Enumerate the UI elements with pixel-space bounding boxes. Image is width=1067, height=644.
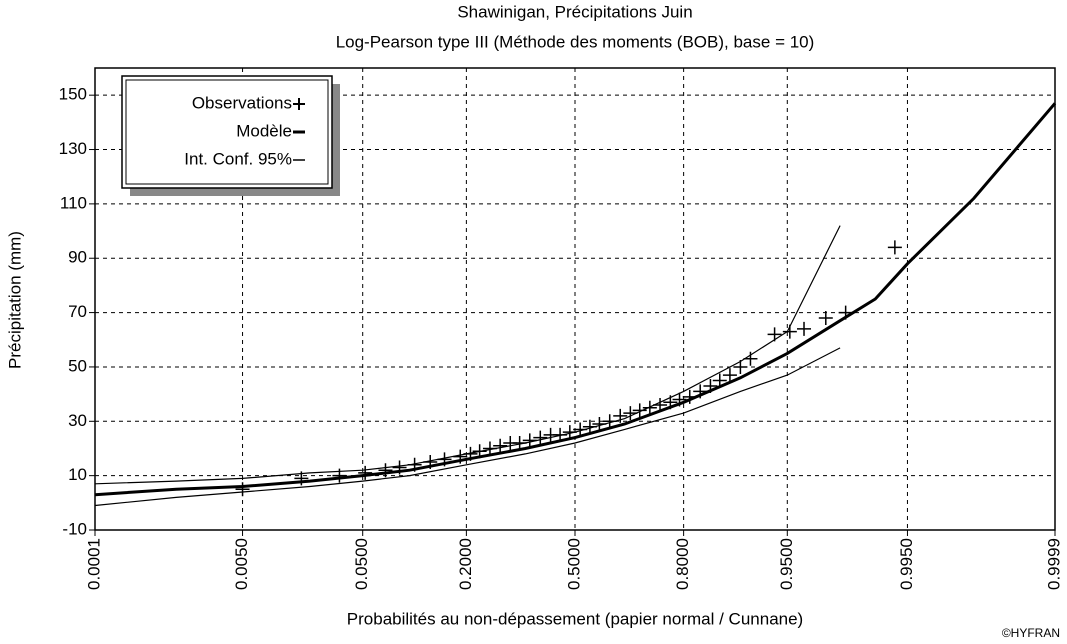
chart-title: Shawinigan, Précipitations Juin [457,2,692,21]
y-tick-label: 150 [59,85,87,104]
ci-lower [94,347,841,507]
y-tick-label: 90 [68,248,87,267]
observation [235,482,250,497]
x-tick-label: 0.9500 [777,538,796,590]
x-tick-label: 0.9999 [1044,538,1063,590]
observation [722,368,737,383]
observation [358,465,373,480]
y-tick-label: 30 [68,411,87,430]
legend-symbol [293,98,305,110]
observation [642,400,657,415]
y-tick-label: 10 [68,465,87,484]
observation [743,351,758,366]
observation [522,433,537,448]
y-tick-label: 70 [68,302,87,321]
y-axis-label: Précipitation (mm) [5,231,24,369]
observation [733,359,748,374]
x-tick-label: 0.8000 [673,538,692,590]
observation [533,430,548,445]
x-tick-label: 0.2000 [456,538,475,590]
observation [887,240,902,255]
observation [623,406,638,421]
observation [613,408,628,423]
y-tick-label: 50 [68,356,87,375]
observation [378,463,393,478]
legend-label: Observations [192,93,292,112]
credit: ©HYFRAN [1002,626,1060,640]
ci-upper [94,225,841,485]
y-tick-label: 130 [59,139,87,158]
legend-label: Int. Conf. 95% [184,149,292,168]
observation [632,403,647,418]
x-axis-label: Probabilités au non-dépassement (papier … [347,609,803,628]
chart-subtitle: Log-Pearson type III (Méthode des moment… [336,32,815,51]
observation [797,321,812,336]
legend-inner [125,79,329,185]
x-tick-label: 0.0500 [352,538,371,590]
y-tick-label: 110 [60,193,87,212]
legend-label: Modèle [236,121,292,140]
observation [818,311,833,326]
y-tick-label: -10 [62,519,87,538]
x-tick-label: 0.0001 [84,538,103,590]
x-tick-label: 0.0050 [232,538,251,590]
model-line [94,102,1057,497]
x-tick-label: 0.5000 [564,538,583,590]
observation [493,438,508,453]
x-tick-label: 0.9950 [897,538,916,590]
